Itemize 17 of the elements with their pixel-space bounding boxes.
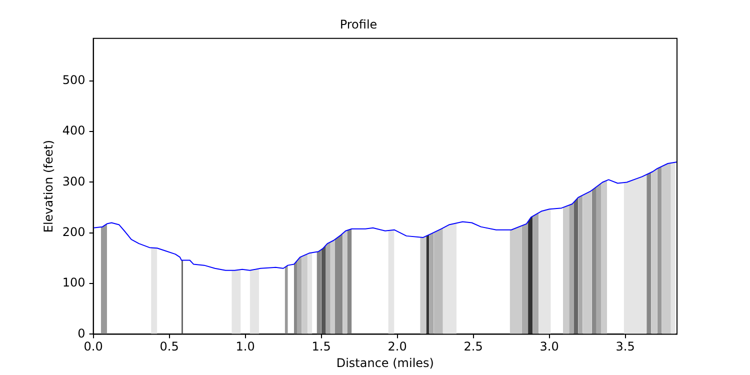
x-tick-label: 2.0 bbox=[388, 340, 407, 354]
y-tick-label: 300 bbox=[62, 174, 86, 188]
x-tick-label: 2.5 bbox=[464, 340, 483, 354]
y-tick-label: 500 bbox=[62, 73, 86, 88]
y-tick-label: 400 bbox=[62, 124, 86, 138]
x-tick-label: 1.5 bbox=[312, 340, 331, 354]
y-tick-label: 100 bbox=[62, 276, 86, 290]
x-tick-label: 3.5 bbox=[616, 340, 635, 354]
x-tick-label: 1.0 bbox=[236, 340, 255, 354]
y-axis-title: Elevation (feet) bbox=[41, 140, 56, 233]
chart-title: Profile bbox=[340, 17, 378, 32]
x-tick-label: 3.0 bbox=[540, 340, 559, 354]
x-axis-title: Distance (miles) bbox=[336, 356, 434, 370]
y-tick-label: 0 bbox=[78, 326, 86, 340]
x-tick-label: 0.0 bbox=[84, 340, 103, 354]
y-tick-label: 200 bbox=[62, 225, 86, 240]
x-tick-label: 0.5 bbox=[160, 340, 179, 354]
